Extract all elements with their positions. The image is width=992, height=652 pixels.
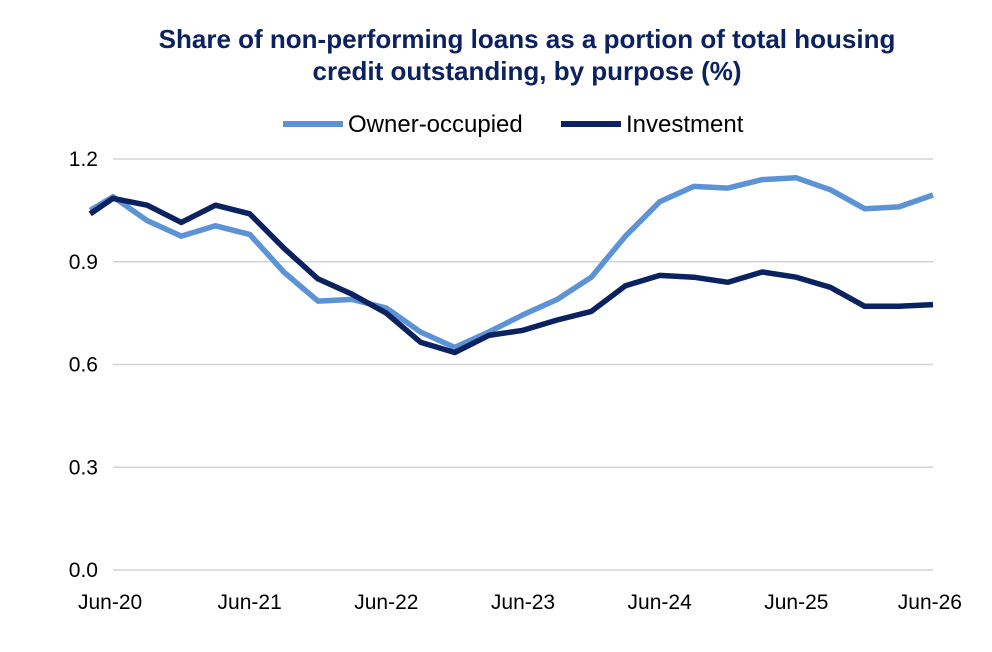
legend: Owner-occupied Investment: [283, 111, 744, 138]
series-line-investment: [88, 195, 934, 356]
gridlines: [113, 158, 933, 571]
x-tick-label: Jun-25: [764, 591, 828, 614]
x-axis-ticks: Jun-20 Jun-21 Jun-22 Jun-23 Jun-24 Jun-25 Jun-…: [78, 591, 962, 614]
y-tick-label: 0.3: [69, 456, 98, 479]
legend-label-investment: Investment: [626, 111, 744, 138]
x-tick-label: Jun-21: [218, 591, 282, 614]
x-tick-label: Jun-20: [78, 591, 142, 614]
y-tick-label: 0.6: [69, 354, 98, 377]
y-tick-label: 0.9: [69, 251, 98, 274]
x-tick-label: Jun-23: [491, 591, 555, 614]
y-tick-label: 1.2: [69, 148, 98, 171]
chart-title-line-1: Share of non-performing loans as a porti…: [159, 24, 896, 54]
y-tick-label: 0.0: [69, 559, 98, 582]
y-axis-ticks: 0.0 0.3 0.6 0.9 1.2: [69, 148, 98, 582]
series-line-owner-occupied: [88, 175, 934, 351]
chart-title-line-2: credit outstanding, by purpose (%): [312, 56, 741, 86]
x-tick-label: Jun-24: [628, 591, 693, 614]
series-lines: [88, 175, 934, 356]
x-tick-label: Jun-26: [898, 591, 962, 614]
x-tick-label: Jun-22: [354, 591, 418, 614]
legend-label-owner-occupied: Owner-occupied: [348, 111, 523, 138]
